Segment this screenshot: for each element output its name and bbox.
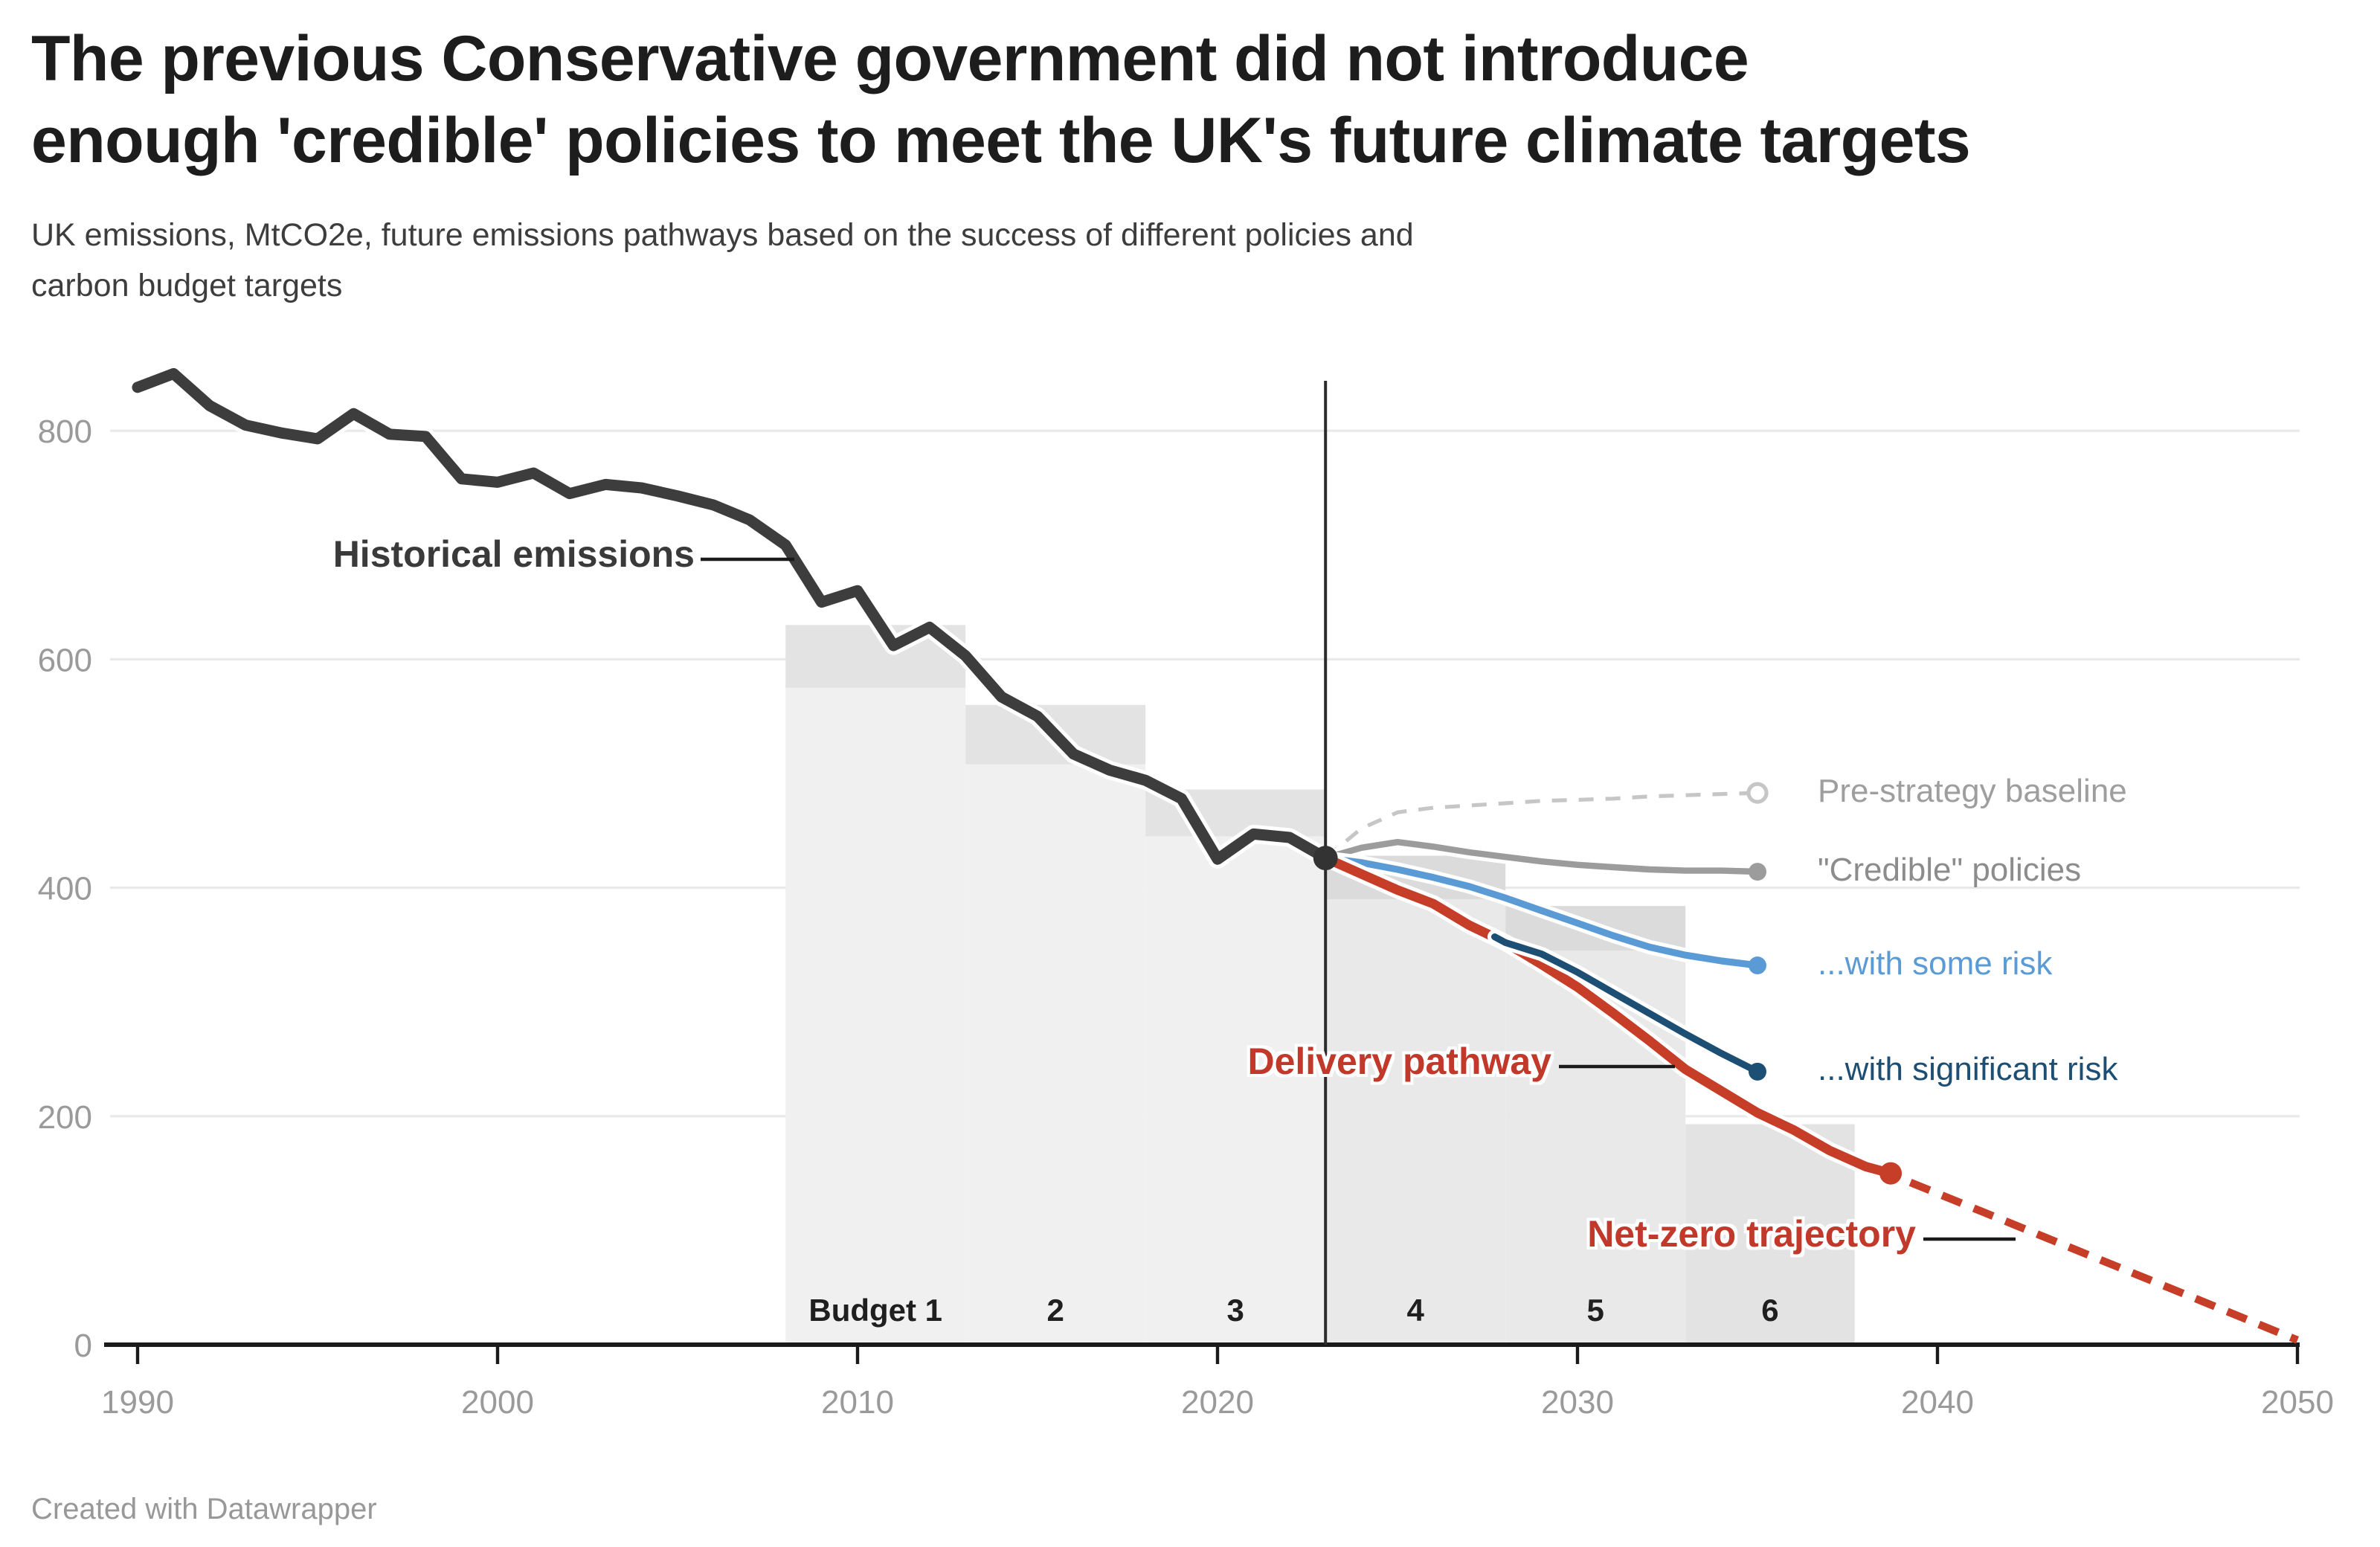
legend-with-some-risk: ...with some risk [1818,945,2053,982]
budget-label-2: 2 [1047,1293,1064,1328]
x-tick-label-2040: 2040 [1901,1384,1974,1421]
historical-emissions-label: Historical emissions [332,534,695,576]
chart-subtitle-line1: UK emissions, MtCO2e, future emissions p… [31,217,1414,253]
series-line-significant-risk [1491,933,1761,1075]
x-tick-label-2000: 2000 [461,1384,534,1421]
series-line-baseline [1324,791,1758,860]
marker-significant-risk [1749,1062,1766,1081]
x-tick-label-2010: 2010 [821,1384,894,1421]
x-tick-label-2030: 2030 [1541,1384,1614,1421]
marker-historical [1313,846,1338,871]
x-tick-label-1990: 1990 [101,1384,174,1421]
marker-some-risk [1749,956,1766,975]
budget-band-6 [1685,1124,1855,1345]
series-line-credible [1322,839,1761,875]
budget-label-1: Budget 1 [808,1293,942,1328]
budget-band-3 [1145,836,1326,1345]
chart-title-line2: enough 'credible' policies to meet the U… [31,106,1971,177]
budget-band-2 [965,764,1146,1345]
budget-label-6: 6 [1761,1293,1778,1328]
x-tick-label-2020: 2020 [1181,1384,1254,1421]
y-tick-label-600: 600 [38,642,92,678]
chart-subtitle-line2: carbon budget targets [31,268,343,303]
legend-with-significant-risk: ...with significant risk [1818,1050,2118,1087]
datawrapper-credit: Created with Datawrapper [31,1493,377,1526]
y-tick-label-400: 400 [38,871,92,907]
y-tick-label-800: 800 [38,414,92,450]
marker-delivery [1879,1162,1903,1185]
series-line-some-risk [1322,855,1761,969]
budget-label-4: 4 [1407,1293,1425,1328]
budget-label-5: 5 [1587,1293,1604,1328]
delivery-pathway-label: Delivery pathway [1247,1041,1551,1083]
x-tick-label-2050: 2050 [2261,1384,2334,1421]
budget-band-4 [1325,898,1506,1345]
y-tick-label-200: 200 [38,1099,92,1136]
marker-baseline [1746,782,1769,804]
y-tick-label-0: 0 [74,1328,92,1364]
budget-band-1 [785,687,966,1345]
series-line-delivery [1320,853,1896,1178]
legend-credible-policies: "Credible" policies [1818,851,2082,888]
legend-pre-strategy-baseline: Pre-strategy baseline [1818,772,2127,809]
series-line-historical [132,367,1331,865]
budget-label-3: 3 [1227,1293,1244,1328]
marker-credible [1749,863,1766,881]
series-line-netzero [1908,1178,2299,1344]
net-zero-trajectory-label: Net-zero trajectory [1587,1214,1916,1255]
chart-title-line1: The previous Conservative government did… [31,24,1749,95]
